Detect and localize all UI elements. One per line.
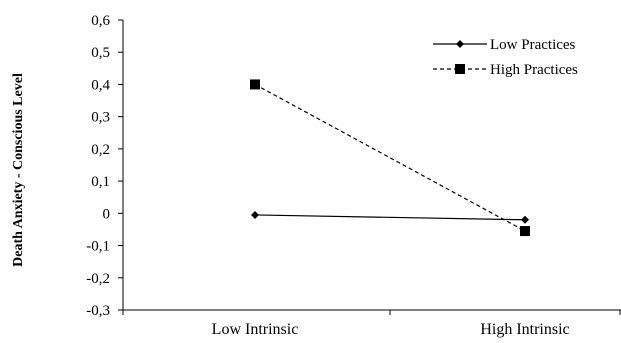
y-tick-label: -0,2 bbox=[86, 271, 110, 287]
series-layer bbox=[250, 79, 530, 237]
y-tick-label: -0,1 bbox=[86, 239, 110, 255]
series-line bbox=[254, 83, 526, 232]
y-tick-label: 0,5 bbox=[91, 45, 110, 61]
series-line bbox=[254, 214, 526, 221]
x-tick-label: Low Intrinsic bbox=[212, 321, 299, 338]
y-tick-label: 0,3 bbox=[91, 110, 110, 126]
y-tick-label: 0,6 bbox=[91, 13, 110, 29]
y-axis-label: Death Anxiety - Conscious Level bbox=[11, 73, 26, 267]
legend-label: Low Practices bbox=[490, 37, 576, 53]
legend: Low Practices High Practices bbox=[433, 37, 578, 78]
y-tick-label: 0,4 bbox=[91, 77, 110, 93]
series-high-practices bbox=[250, 79, 530, 237]
y-tick-label: 0,1 bbox=[91, 174, 110, 190]
legend-item: Low Practices bbox=[433, 37, 576, 53]
y-tick-label: -0,3 bbox=[86, 303, 110, 319]
diamond-marker bbox=[251, 210, 259, 219]
y-tick-label: 0,2 bbox=[91, 142, 110, 158]
diamond-marker bbox=[521, 215, 529, 224]
legend-item: High Practices bbox=[433, 62, 578, 78]
square-marker bbox=[250, 79, 260, 90]
square-marker bbox=[455, 64, 465, 74]
square-marker bbox=[520, 226, 530, 237]
y-tick-label: 0 bbox=[103, 206, 111, 222]
diamond-marker bbox=[456, 40, 464, 48]
x-tick-label: High Intrinsic bbox=[480, 321, 569, 338]
series-low-practices bbox=[251, 210, 529, 224]
axes: -0,3 -0,2 -0,1 0 0,1 0,2 0,3 0,4 0,5 0,6 Low Intri… bbox=[86, 13, 621, 338]
legend-label: High Practices bbox=[490, 62, 578, 78]
